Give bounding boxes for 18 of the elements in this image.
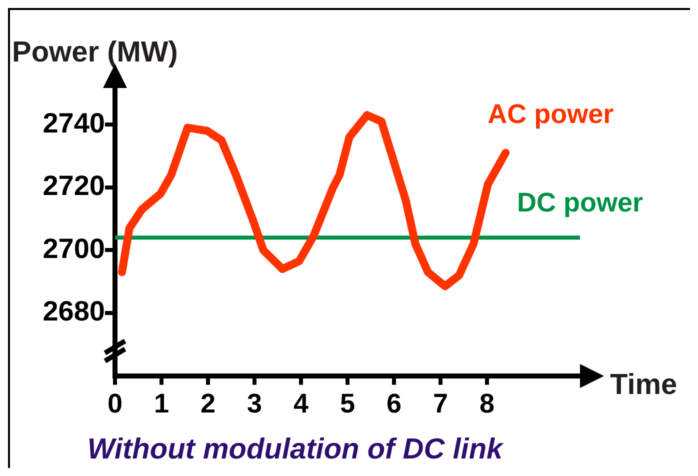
y-tick-label: 2680	[42, 296, 105, 327]
y-tick-label: 2700	[42, 232, 105, 264]
x-tick-label: 0	[107, 388, 123, 418]
y-tick-label: 2740	[42, 107, 105, 138]
x-tick-label: 5	[340, 388, 356, 418]
text: Without modulation of DC link	[87, 434, 505, 466]
y-tick-label: 2720	[42, 170, 105, 202]
x-tick-label: 6	[386, 388, 402, 418]
x-tick-label: 2	[200, 388, 216, 418]
x-axis-title: Time	[610, 368, 678, 401]
series-label: AC power	[488, 98, 614, 129]
x-tick-label: 1	[154, 388, 170, 418]
series-label: DC power	[516, 188, 644, 218]
x-tick-label: 4	[293, 388, 309, 418]
x-tick-label: 7	[432, 388, 448, 418]
x-tick-label: 3	[246, 388, 262, 418]
x-tick-label: 8	[479, 388, 495, 418]
y-axis-title: Power (MW)	[12, 36, 178, 68]
